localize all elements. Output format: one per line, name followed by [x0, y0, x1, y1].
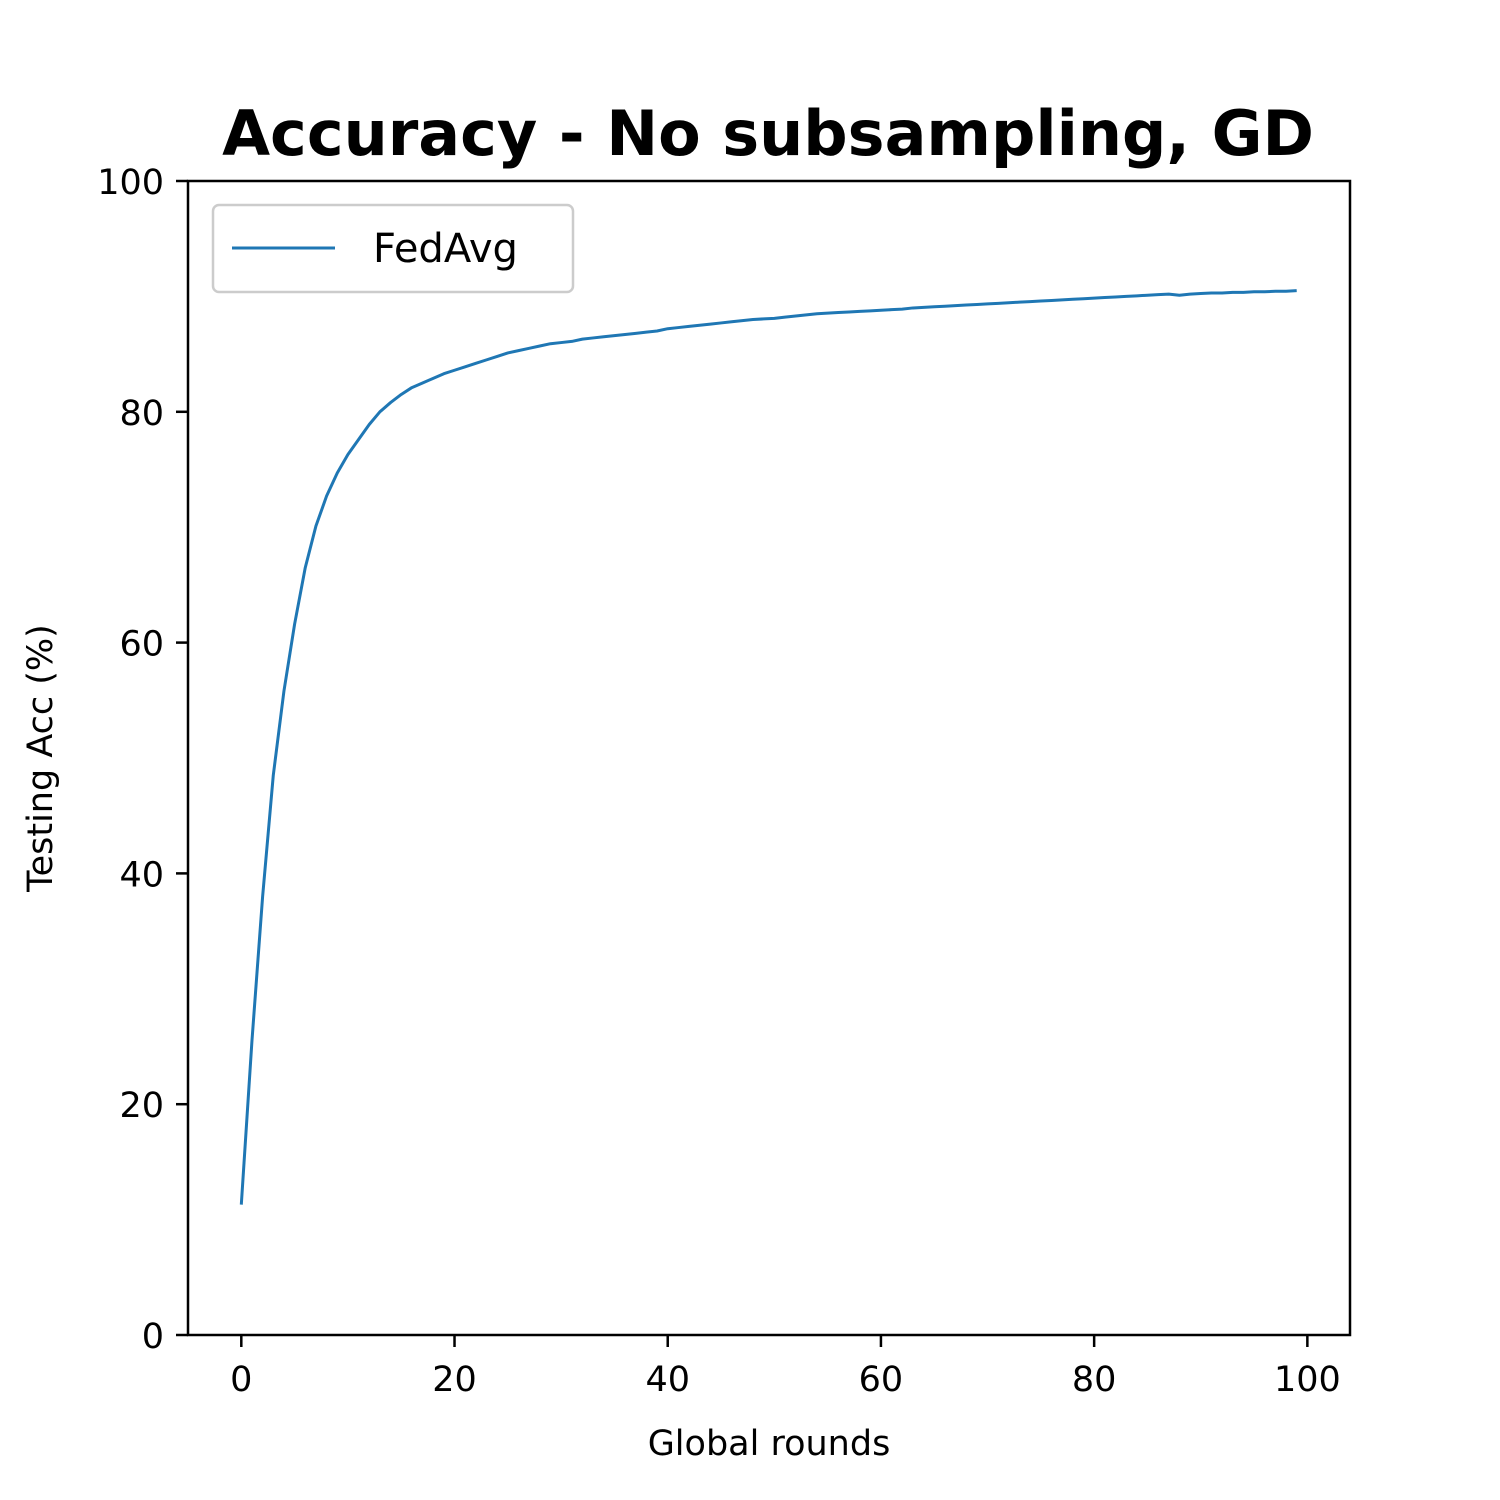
- plot-area: [186, 179, 1352, 1337]
- legend: FedAvg: [211, 203, 575, 294]
- chart-title: Accuracy - No subsampling, GD: [222, 97, 1314, 170]
- x-axis-label: Global rounds: [648, 1424, 891, 1464]
- y-tick-label: 60: [119, 625, 164, 665]
- y-tick-label: 0: [142, 1317, 164, 1357]
- y-tick-label: 100: [97, 163, 164, 203]
- x-tick-label: 20: [432, 1360, 477, 1400]
- x-tick-label: 0: [230, 1360, 252, 1400]
- legend-box: [211, 203, 575, 294]
- legend-label-fedavg: FedAvg: [373, 226, 518, 272]
- y-axis-label: Testing Acc (%): [21, 624, 61, 893]
- x-tick-label: 100: [1274, 1360, 1341, 1400]
- y-tick-label: 40: [119, 855, 164, 895]
- y-tick-label: 20: [119, 1086, 164, 1126]
- series-line-fedavg: [239, 289, 1297, 1205]
- x-tick-label: 60: [859, 1360, 904, 1400]
- y-axis-ticks: 0 20 40 60 80 100: [97, 163, 188, 1357]
- y-tick-label: 80: [119, 394, 164, 434]
- series-layer: [239, 289, 1297, 1205]
- x-axis-ticks: 0 20 40 60 80 100: [230, 1335, 1341, 1400]
- x-tick-label: 40: [645, 1360, 690, 1400]
- axes-frame: [186, 179, 1352, 1337]
- x-tick-label: 80: [1072, 1360, 1117, 1400]
